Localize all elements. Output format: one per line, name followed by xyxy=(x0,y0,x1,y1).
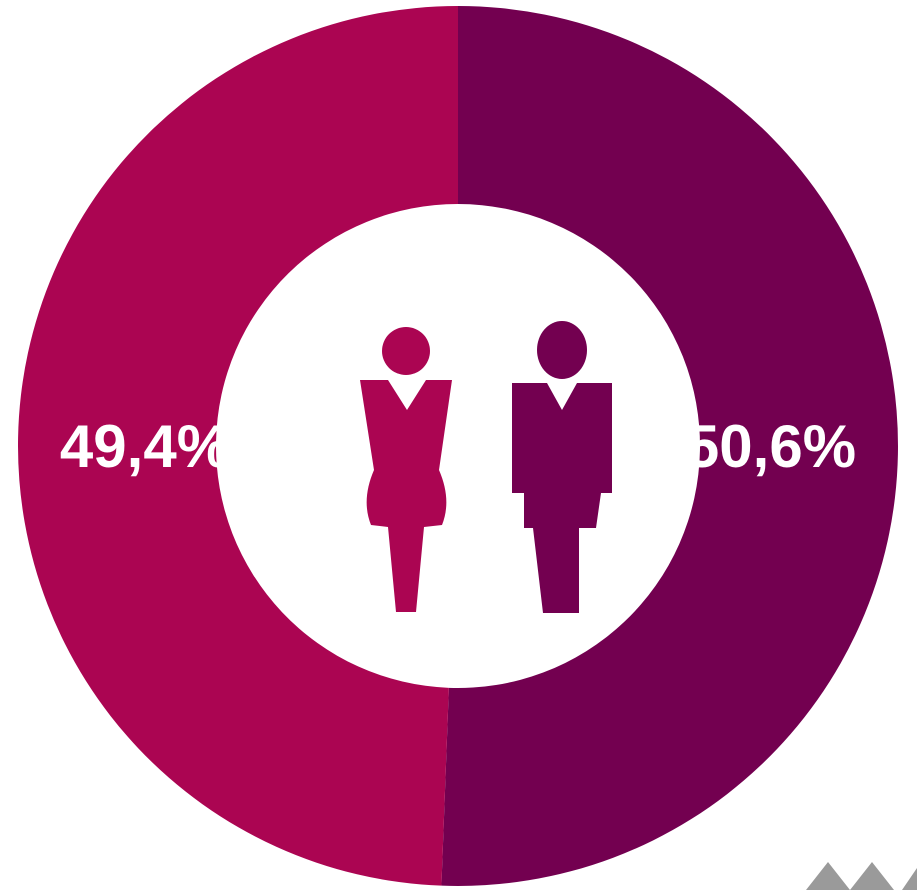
value-label-women: 49,4% xyxy=(60,413,230,480)
man-icon xyxy=(512,321,612,613)
donut-slices xyxy=(17,6,898,886)
donut-value-labels: 49,4% 50,6% xyxy=(60,413,856,480)
donut-slice-women xyxy=(17,6,458,886)
brand-logo-icon xyxy=(806,862,917,890)
value-label-men: 50,6% xyxy=(686,413,856,480)
woman-icon xyxy=(360,327,452,612)
donut-slice-men xyxy=(441,6,898,886)
